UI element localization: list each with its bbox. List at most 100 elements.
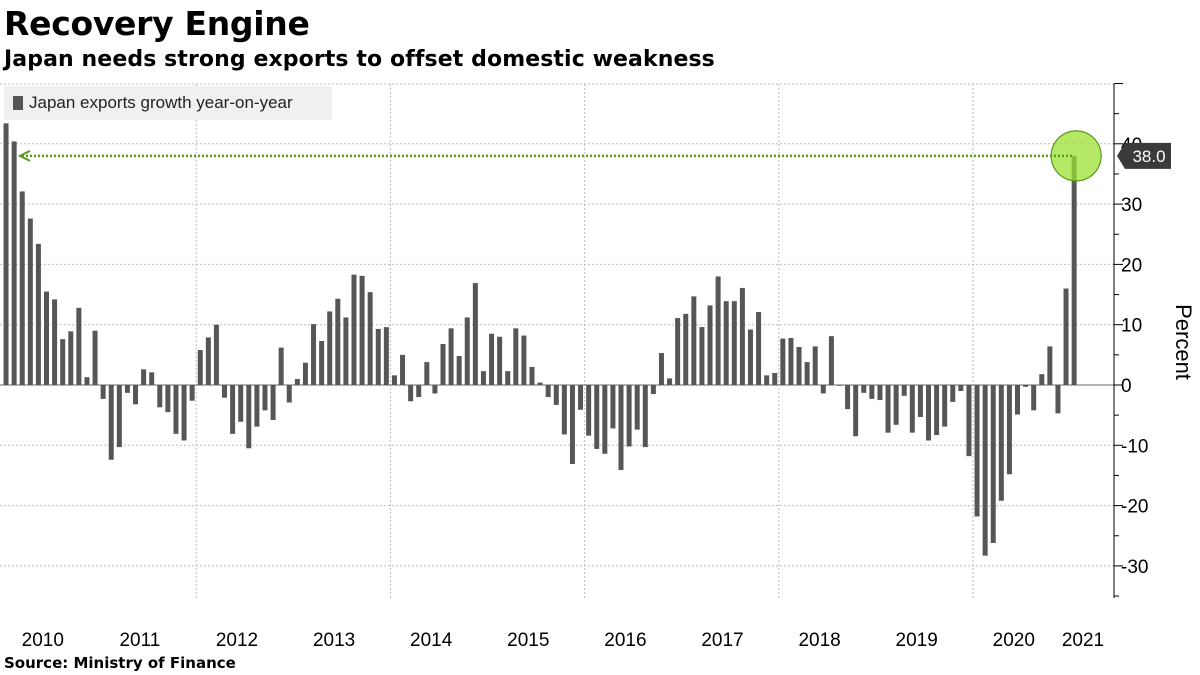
bar bbox=[319, 340, 325, 385]
bar bbox=[545, 385, 551, 398]
legend-swatch bbox=[13, 96, 23, 110]
bar bbox=[68, 331, 74, 385]
bar bbox=[610, 385, 616, 429]
bar bbox=[747, 329, 753, 385]
bar bbox=[1039, 374, 1045, 385]
bar bbox=[1055, 385, 1061, 414]
bar bbox=[44, 291, 49, 385]
bar bbox=[553, 385, 559, 405]
bar bbox=[958, 385, 964, 392]
y-tick-label: 10 bbox=[1121, 316, 1142, 337]
bar bbox=[189, 385, 195, 401]
bar bbox=[464, 317, 470, 385]
bar bbox=[845, 385, 851, 410]
x-tick-label: 2011 bbox=[119, 630, 160, 651]
bar bbox=[52, 299, 58, 385]
bar bbox=[626, 385, 632, 447]
bar bbox=[359, 275, 365, 385]
x-tick-label: 2018 bbox=[798, 630, 840, 651]
x-tick-label: 2017 bbox=[701, 630, 743, 651]
bar bbox=[133, 385, 139, 405]
bar bbox=[982, 385, 988, 556]
bar bbox=[489, 333, 495, 385]
bar bbox=[877, 385, 883, 401]
x-tick-label: 2015 bbox=[507, 630, 549, 651]
bar bbox=[578, 385, 584, 410]
bar bbox=[885, 385, 891, 433]
bar bbox=[893, 385, 899, 425]
bar bbox=[3, 123, 9, 386]
grid-layer bbox=[0, 83, 1114, 598]
bar bbox=[27, 218, 33, 385]
bar bbox=[408, 385, 414, 402]
bar bbox=[343, 317, 349, 385]
bar bbox=[1063, 288, 1069, 385]
bar bbox=[561, 385, 567, 435]
bar bbox=[108, 385, 114, 460]
bar bbox=[149, 372, 155, 385]
bar bbox=[432, 385, 438, 394]
bar bbox=[723, 301, 729, 385]
chart-title: Recovery Engine bbox=[4, 4, 310, 43]
bar bbox=[756, 312, 762, 385]
bar bbox=[537, 382, 543, 385]
bar bbox=[84, 377, 90, 385]
bar bbox=[934, 385, 940, 436]
bar bbox=[739, 287, 745, 385]
bar bbox=[853, 385, 859, 437]
bar bbox=[270, 385, 276, 420]
x-tick-label: 2019 bbox=[896, 630, 938, 651]
bar bbox=[367, 292, 373, 385]
bar bbox=[909, 385, 915, 433]
bar bbox=[351, 274, 357, 385]
y-axis-title: Percent bbox=[1171, 304, 1196, 380]
bar bbox=[691, 296, 697, 385]
x-tick-label: 2021 bbox=[1062, 630, 1104, 651]
bar bbox=[165, 385, 171, 413]
bar bbox=[173, 385, 179, 434]
y-tick-label: 20 bbox=[1121, 255, 1142, 276]
bar bbox=[731, 301, 737, 385]
bar bbox=[699, 327, 705, 385]
bar bbox=[836, 385, 842, 386]
legend-label: Japan exports growth year-on-year bbox=[29, 93, 293, 112]
bar bbox=[828, 336, 834, 385]
bar bbox=[650, 385, 656, 395]
bar bbox=[869, 385, 875, 399]
bar bbox=[529, 366, 535, 385]
value-callout-label: 38.0 bbox=[1132, 147, 1165, 166]
bar bbox=[513, 328, 519, 385]
x-tick-label: 2013 bbox=[313, 630, 355, 651]
bar bbox=[424, 362, 430, 385]
bar bbox=[19, 191, 25, 385]
bar bbox=[472, 283, 478, 385]
bar bbox=[521, 335, 527, 385]
bar bbox=[222, 385, 228, 398]
bar bbox=[974, 385, 980, 517]
bar bbox=[618, 385, 624, 471]
bar bbox=[901, 385, 907, 396]
bar bbox=[942, 385, 948, 427]
bar bbox=[812, 346, 818, 385]
chart-subtitle: Japan needs strong exports to offset dom… bbox=[4, 47, 715, 72]
bar bbox=[658, 353, 664, 385]
bar bbox=[788, 337, 794, 385]
x-tick-label: 2020 bbox=[993, 630, 1035, 651]
bar bbox=[124, 385, 130, 393]
y-tick-label: -10 bbox=[1121, 436, 1148, 457]
bar bbox=[116, 385, 122, 448]
y-tick-label: -30 bbox=[1121, 557, 1148, 578]
bar bbox=[1006, 385, 1012, 475]
bar bbox=[302, 362, 308, 385]
bar bbox=[780, 338, 786, 385]
bar bbox=[11, 141, 17, 385]
bar bbox=[286, 385, 292, 403]
bar bbox=[254, 385, 260, 427]
bar bbox=[634, 385, 640, 430]
annotation-layer: 38.0 bbox=[17, 130, 1171, 182]
bar bbox=[294, 378, 300, 385]
bar bbox=[278, 347, 284, 385]
bar bbox=[990, 385, 996, 543]
bar bbox=[1023, 385, 1029, 387]
